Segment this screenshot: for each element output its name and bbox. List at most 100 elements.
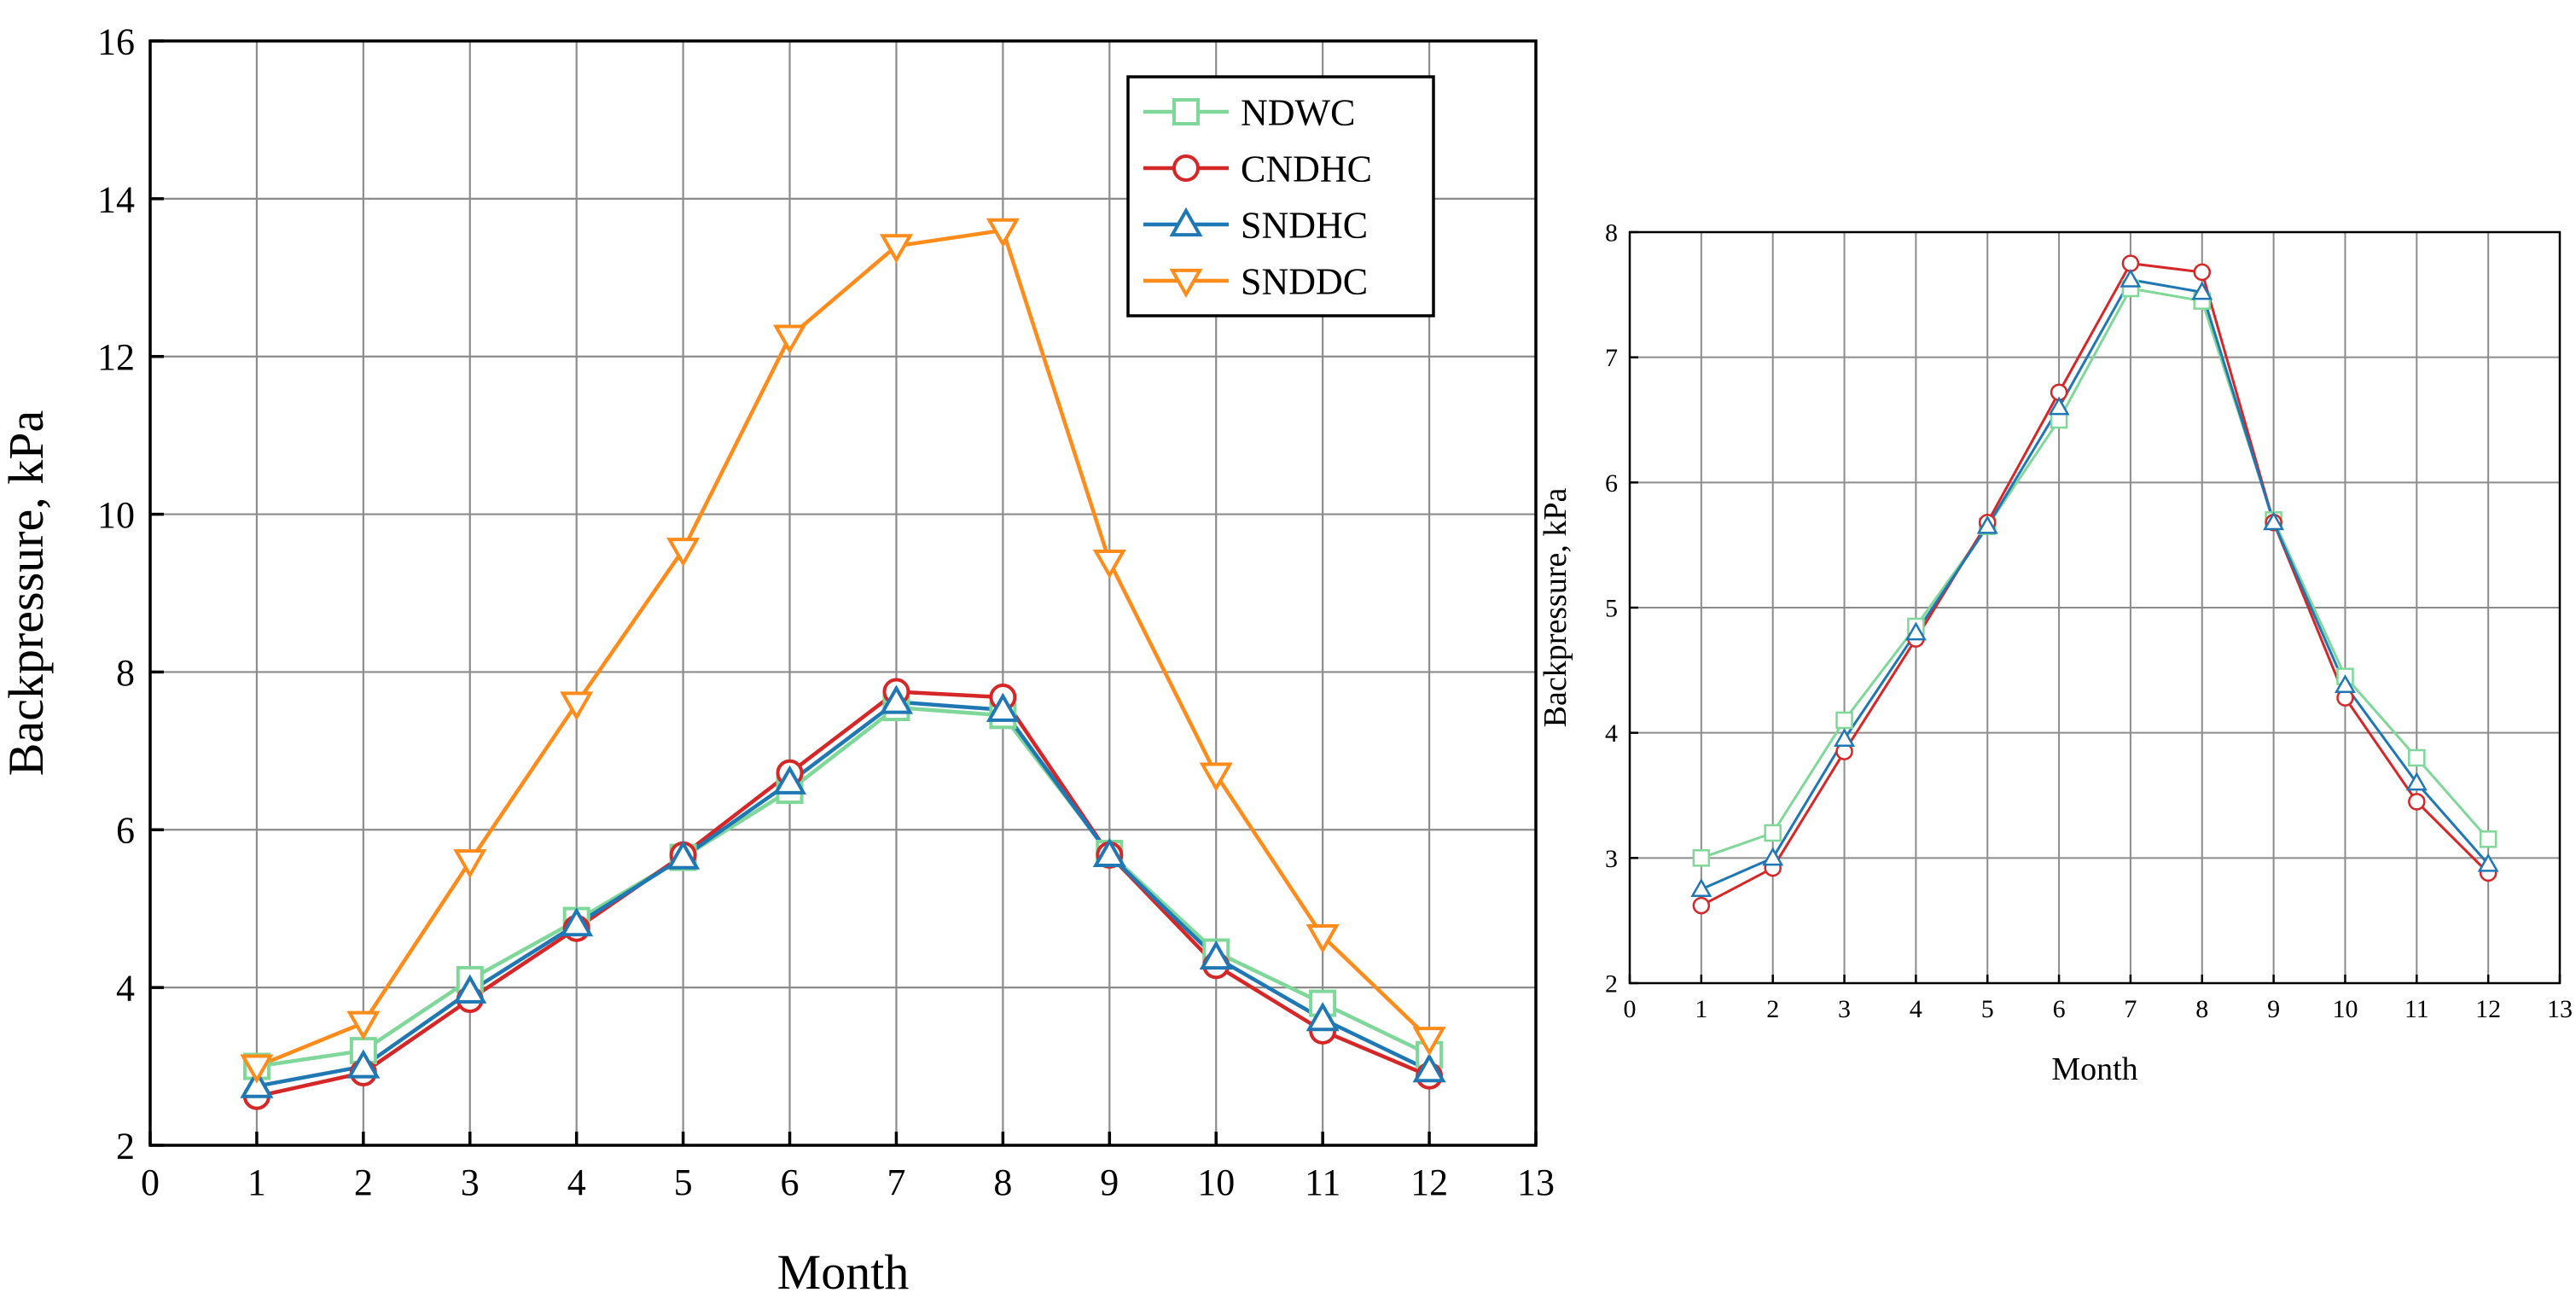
- x-tick-label: 7: [887, 1162, 905, 1203]
- legend-marker-sndhc: [1169, 207, 1203, 237]
- x-tick-label: 11: [1305, 1162, 1340, 1203]
- x-axis-label: Month: [2051, 1051, 2137, 1087]
- series-line-sndhc: [1701, 278, 2490, 891]
- x-tick-label: 0: [1624, 995, 1637, 1023]
- y-tick-label: 2: [116, 1125, 135, 1167]
- legend: NDWC CNDHC SNDHC SNDDC: [1126, 75, 1435, 317]
- data-point-snddc: [1092, 549, 1126, 579]
- x-tick-label: 10: [1197, 1162, 1235, 1203]
- x-tick-label: 12: [2475, 995, 2501, 1023]
- data-point-ndwc: [2408, 748, 2426, 767]
- x-tick-label: 8: [2195, 995, 2208, 1023]
- series-line-cndhc: [256, 690, 1430, 1098]
- chart-zoom-backpressure: 0 1 2 3 4 5 6 7 8 9 10 11 12 132345678MonthBackpressu…: [1538, 219, 2573, 1088]
- legend-label: SNDHC: [1241, 204, 1368, 246]
- legend-marker-ndwc: [1172, 98, 1200, 125]
- y-tick-label: 8: [116, 652, 135, 694]
- x-tick-label: 9: [1100, 1162, 1119, 1203]
- chart-main-backpressure: 0 1 2 3 4 5 6 7 8 9 10 11 12 13246810121416MonthBackp…: [0, 20, 1555, 1300]
- data-point-cndhc: [1692, 896, 1711, 915]
- y-tick-label: 10: [97, 494, 135, 536]
- data-point-sndhc: [1904, 621, 1927, 641]
- y-tick-label: 4: [116, 968, 135, 1010]
- x-tick-label: 12: [1410, 1162, 1448, 1203]
- data-point-sndhc: [2405, 771, 2428, 791]
- data-point-ndwc: [1692, 849, 1711, 867]
- series-line-sndhc: [256, 700, 1431, 1088]
- data-point-sndhc: [879, 684, 914, 714]
- data-point-sndhc: [1092, 837, 1126, 867]
- data-point-sndhc: [2048, 396, 2070, 416]
- legend-label: NDWC: [1241, 91, 1355, 133]
- data-point-snddc: [1412, 1027, 1446, 1057]
- series-line-ndwc: [256, 705, 1431, 1068]
- x-tick-label: 4: [1910, 995, 1922, 1023]
- x-tick-label: 13: [1517, 1162, 1555, 1203]
- legend-item: SNDDC: [1143, 260, 1368, 302]
- data-point-snddc: [560, 691, 594, 721]
- y-tick-label: 12: [97, 336, 135, 378]
- x-tick-label: 11: [2404, 995, 2429, 1023]
- data-point-sndhc: [453, 974, 487, 1004]
- data-point-snddc: [240, 1054, 274, 1084]
- data-point-sndhc: [666, 840, 701, 870]
- data-point-ndwc: [1835, 711, 1853, 730]
- x-tick-label: 1: [247, 1162, 266, 1203]
- series-line-cndhc: [1701, 262, 2490, 907]
- data-point-snddc: [453, 849, 487, 879]
- data-point-sndhc: [560, 907, 594, 937]
- y-tick-label: 8: [1605, 219, 1618, 247]
- data-point-sndhc: [1834, 728, 1856, 748]
- y-axis-label: Backpressure, kPa: [1538, 488, 1573, 728]
- data-point-snddc: [772, 324, 807, 354]
- x-tick-label: 1: [1695, 995, 1707, 1023]
- y-tick-label: 7: [1605, 344, 1618, 372]
- legend-item: NDWC: [1143, 91, 1355, 133]
- data-point-sndhc: [2120, 268, 2142, 288]
- x-tick-label: 6: [2053, 995, 2066, 1023]
- data-point-snddc: [1199, 762, 1233, 792]
- y-tick-label: 14: [97, 178, 135, 220]
- data-point-cndhc: [2408, 793, 2426, 811]
- x-tick-label: 4: [567, 1162, 586, 1203]
- data-point-sndhc: [2334, 674, 2356, 693]
- series-line-ndwc: [1701, 287, 2490, 859]
- y-tick-label: 4: [1605, 719, 1618, 748]
- data-point-sndhc: [2477, 853, 2499, 872]
- legend-label: SNDDC: [1241, 260, 1368, 302]
- data-point-ndwc: [1764, 824, 1782, 842]
- legend-item: SNDHC: [1143, 204, 1368, 246]
- data-point-sndhc: [1762, 847, 1784, 866]
- data-point-sndhc: [346, 1049, 381, 1079]
- x-tick-label: 7: [2124, 995, 2137, 1023]
- legend-item: CNDHC: [1143, 148, 1372, 189]
- data-point-sndhc: [1690, 878, 1712, 898]
- data-point-sndhc: [1412, 1053, 1446, 1083]
- data-point-snddc: [666, 538, 701, 568]
- x-tick-label: 13: [2547, 995, 2573, 1023]
- y-tick-label: 5: [1605, 595, 1618, 623]
- data-point-ndwc: [2479, 830, 2497, 848]
- x-tick-label: 5: [1981, 995, 1994, 1023]
- series-line-snddc: [256, 228, 1431, 1068]
- y-tick-label: 3: [1605, 845, 1618, 873]
- x-tick-label: 2: [1766, 995, 1779, 1023]
- data-point-snddc: [879, 234, 914, 264]
- legend-marker-snddc: [1169, 268, 1203, 299]
- legend-marker-cndhc: [1172, 154, 1200, 182]
- x-tick-label: 6: [781, 1162, 800, 1203]
- plot-frame: [148, 39, 1538, 1147]
- x-tick-label: 3: [461, 1162, 480, 1203]
- x-tick-label: 3: [1838, 995, 1851, 1023]
- y-axis-label: Backpressure, kPa: [0, 410, 54, 776]
- data-point-sndhc: [2263, 511, 2285, 531]
- data-point-sndhc: [986, 692, 1020, 722]
- x-tick-label: 9: [2267, 995, 2280, 1023]
- data-point-sndhc: [1305, 1001, 1340, 1032]
- data-point-snddc: [1305, 923, 1340, 954]
- y-tick-label: 16: [97, 20, 135, 62]
- x-tick-label: 2: [354, 1162, 373, 1203]
- data-point-sndhc: [2191, 281, 2213, 300]
- data-point-sndhc: [772, 765, 807, 795]
